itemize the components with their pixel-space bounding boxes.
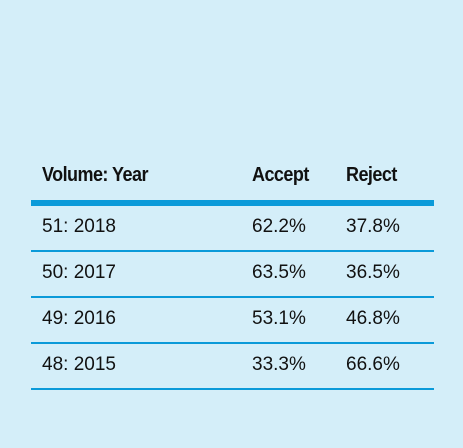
table-row: 51: 2018 62.2% 37.8% — [31, 206, 434, 252]
header-volume-year: Volume: Year — [42, 164, 148, 186]
cell-accept: 62.2% — [252, 216, 306, 237]
acceptance-rate-table: Volume: Year Accept Reject 51: 2018 62.2… — [31, 155, 434, 390]
cell-reject: 37.8% — [346, 216, 400, 237]
table-header-row: Volume: Year Accept Reject — [31, 155, 434, 206]
cell-volume-year: 48: 2015 — [42, 354, 116, 375]
header-reject: Reject — [346, 164, 397, 186]
header-accept: Accept — [252, 164, 309, 186]
cell-accept: 63.5% — [252, 262, 306, 283]
cell-volume-year: 49: 2016 — [42, 308, 116, 329]
cell-volume-year: 51: 2018 — [42, 216, 116, 237]
cell-reject: 46.8% — [346, 308, 400, 329]
table-row: 48: 2015 33.3% 66.6% — [31, 344, 434, 390]
cell-accept: 33.3% — [252, 354, 306, 375]
table-row: 50: 2017 63.5% 36.5% — [31, 252, 434, 298]
cell-reject: 66.6% — [346, 354, 400, 375]
cell-accept: 53.1% — [252, 308, 306, 329]
cell-reject: 36.5% — [346, 262, 400, 283]
table-row: 49: 2016 53.1% 46.8% — [31, 298, 434, 344]
cell-volume-year: 50: 2017 — [42, 262, 116, 283]
